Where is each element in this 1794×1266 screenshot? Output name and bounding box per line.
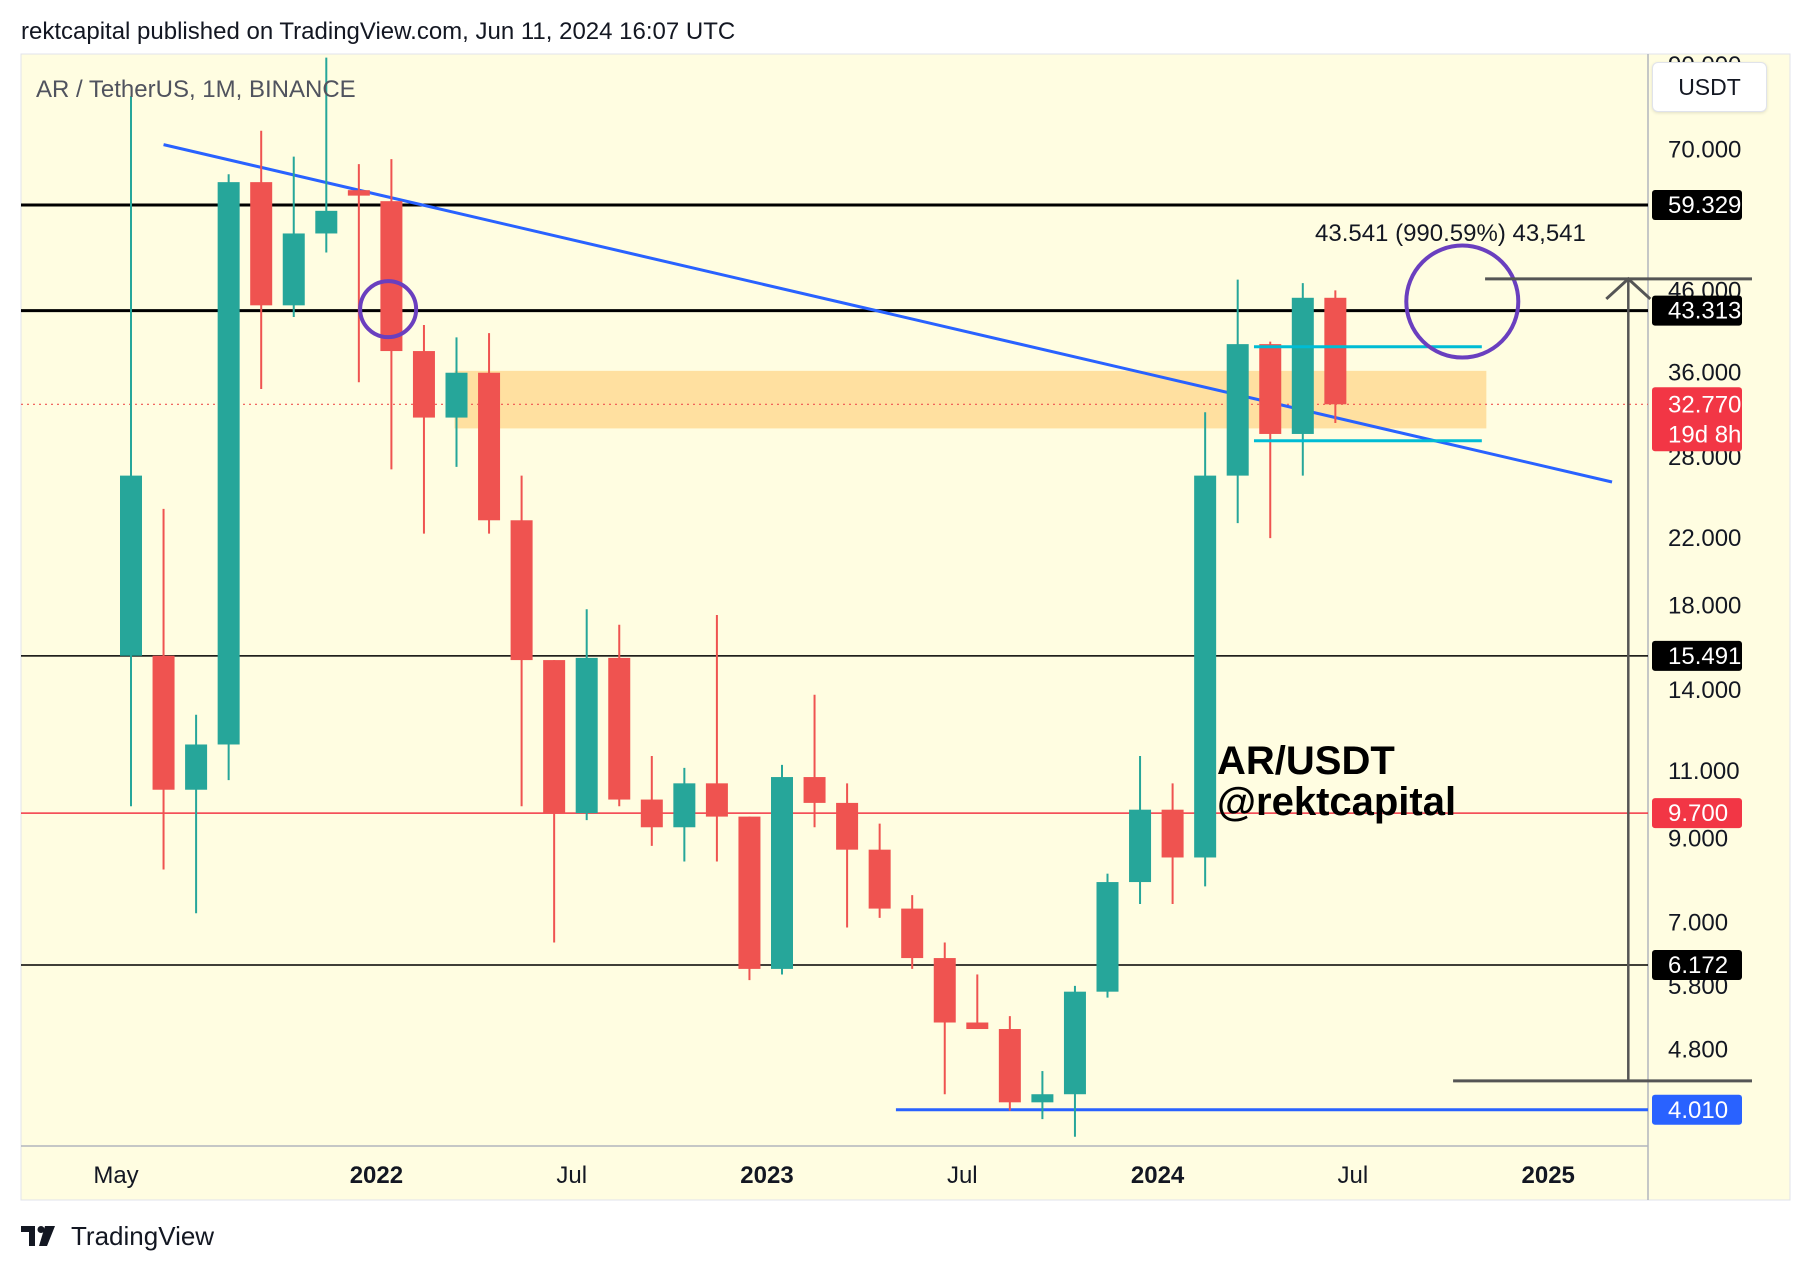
level-badge-bg [1652,640,1742,671]
candle-down[interactable] [510,520,533,661]
publish-header: rektcapital published on TradingView.com… [21,18,736,45]
candle-up[interactable] [185,744,208,790]
support-badge: 4.010 [1668,1097,1728,1124]
candle-up[interactable] [1129,809,1152,883]
level-badge: 43.313 [1668,298,1741,325]
candle-up[interactable] [217,182,240,745]
candle-down[interactable] [998,1029,1021,1103]
support-badge-bg [1652,1094,1742,1125]
candle-down[interactable] [1324,297,1347,405]
projection-label: 43.541 (990.59%) 43,541 [1315,220,1586,247]
candle-down[interactable] [543,660,566,814]
symbol-title: AR / TetherUS, 1M, BINANCE [36,76,356,103]
candle-up[interactable] [1063,991,1086,1095]
candle-down[interactable] [412,351,435,418]
level-badge: 15.491 [1668,643,1741,670]
y-tick-label: 36.000 [1668,360,1741,387]
current-price-badge: 32.770 [1668,391,1741,418]
candle-down[interactable] [640,799,663,828]
candle-up[interactable] [673,783,696,828]
countdown-badge: 19d 8h [1668,421,1741,448]
current-price-badge-bg [1652,387,1742,452]
y-tick-label: 4.800 [1668,1036,1728,1063]
candle-down[interactable] [250,182,273,306]
y-tick-label: 14.000 [1668,677,1741,704]
chart-background [20,53,1791,1201]
level-badge: 6.172 [1668,952,1728,979]
y-tick-label: 22.000 [1668,525,1741,552]
candle-down[interactable] [868,849,891,909]
tradingview-brand: TradingView [71,1220,215,1251]
y-tick-label: 7.000 [1668,910,1728,937]
level-badge-bg [1652,798,1742,829]
candle-up[interactable] [445,372,468,418]
level-badge: 9.700 [1668,800,1728,827]
currency-button[interactable]: USDT [1652,62,1767,112]
tradingview-logo-icon [21,1226,55,1246]
support-resistance-zone [454,370,1487,429]
candle-down[interactable] [152,655,175,790]
x-tick-label: Jul [556,1162,587,1189]
watermark-line-2: @rektcapital [1217,780,1456,824]
descending-trendline [163,143,1613,484]
candle-down[interactable] [347,190,370,196]
candle-down[interactable] [705,783,728,817]
y-tick-label: 70.000 [1668,136,1741,163]
x-tick-label: 2025 [1522,1162,1575,1189]
candle-down[interactable] [933,958,956,1023]
candle-up[interactable] [1096,882,1119,992]
x-tick-label: 2023 [740,1162,793,1189]
candle-up[interactable] [282,233,305,306]
candle-up[interactable] [1031,1094,1054,1103]
candle-up[interactable] [771,777,793,969]
candle-up[interactable] [575,657,598,814]
level-badge-bg [1652,189,1742,220]
level-badge-bg [1652,949,1742,980]
level-badge-bg [1652,295,1742,326]
x-tick-label: Jul [1338,1162,1369,1189]
candle-down[interactable] [738,816,761,969]
projection-arrow-head [1605,276,1652,301]
highlight-circle [358,279,419,340]
candle-down[interactable] [608,657,631,800]
y-tick-label: 18.000 [1668,593,1741,620]
x-tick-label: 2024 [1131,1162,1185,1189]
y-tick-label: 9.000 [1668,825,1728,852]
y-tick-label: 11.000 [1668,758,1740,785]
candle-down[interactable] [966,1022,989,1030]
candle-down[interactable] [803,777,826,803]
candle-down[interactable] [478,372,501,521]
candle-down[interactable] [1259,344,1282,434]
watermark-line-1: AR/USDT [1217,739,1395,783]
x-tick-label: Jul [947,1162,978,1189]
candle-up[interactable] [1194,475,1217,858]
candle-up[interactable] [315,210,338,234]
candle-down[interactable] [1161,809,1184,858]
candle-down[interactable] [836,802,859,850]
candle-up[interactable] [1226,344,1249,476]
highlight-circle [1404,243,1521,360]
candle-down[interactable] [901,908,924,959]
candle-up[interactable] [1291,297,1314,434]
level-badge: 59.329 [1668,192,1741,219]
candle-up[interactable] [120,475,142,656]
candle-down[interactable] [380,201,403,352]
x-tick-label: 2022 [350,1162,403,1189]
tradingview-footer: TradingView [21,1218,214,1254]
x-tick-label: May [93,1162,138,1189]
